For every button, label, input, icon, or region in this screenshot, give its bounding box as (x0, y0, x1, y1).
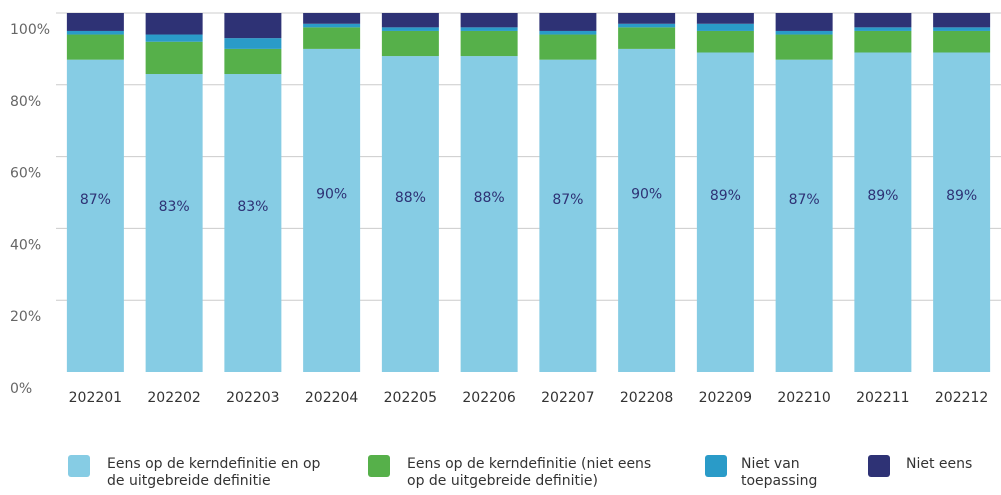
y-tick-label: 20% (10, 309, 41, 325)
x-tick-label: 202201 (69, 390, 122, 406)
bar-segment (539, 13, 597, 31)
bar-segment (224, 74, 282, 372)
bar-segment (460, 27, 518, 31)
bar-segment (66, 13, 124, 31)
x-tick-label: 202205 (384, 390, 437, 406)
bar-segment (381, 13, 439, 28)
bar-segment (303, 13, 361, 24)
bar-segment (303, 27, 361, 49)
x-tick-label: 202211 (856, 390, 909, 406)
y-tick-label: 0% (10, 381, 32, 397)
bar-segment (145, 13, 203, 35)
y-tick-label: 80% (10, 94, 41, 110)
bar-segment (618, 27, 676, 49)
bar-segment (775, 13, 833, 31)
bar-segment (618, 48, 676, 373)
bar-segment (66, 30, 124, 35)
bar-segment (224, 13, 282, 39)
bar-segment (224, 38, 282, 49)
bar-segment (381, 27, 439, 31)
x-tick-label: 202204 (305, 390, 359, 406)
y-tick-label: 40% (10, 237, 41, 253)
y-tick-label: 60% (10, 166, 41, 182)
bar-segment (539, 30, 597, 35)
bar-segment (696, 13, 754, 24)
bar-segment (381, 56, 439, 373)
bar-segment (303, 23, 361, 28)
bar-segment (618, 23, 676, 28)
bar-segment (224, 48, 282, 75)
bar-segment (696, 23, 754, 31)
data-label: 83% (237, 199, 268, 215)
data-label: 90% (316, 186, 347, 202)
bar-segment (460, 56, 518, 373)
x-tick-label: 202207 (541, 390, 594, 406)
bar-segment (775, 30, 833, 35)
data-label: 87% (80, 192, 111, 208)
data-label: 88% (395, 190, 426, 206)
bar-segment (854, 52, 912, 373)
data-label: 83% (159, 199, 190, 215)
legend-label: Niet eens (906, 456, 973, 472)
bar-segment (854, 13, 912, 28)
data-label: 89% (946, 188, 977, 204)
x-tick-label: 202208 (620, 390, 673, 406)
x-tick-label: 202209 (699, 390, 752, 406)
bar-segment (696, 52, 754, 373)
y-tick-label: 100% (10, 22, 50, 38)
bar-segment (933, 30, 991, 53)
bar-segment (145, 74, 203, 372)
legend-label: Eens op de kerndefinitie (niet eens op d… (407, 456, 652, 489)
bar-segment (460, 13, 518, 28)
bar-segment (933, 52, 991, 373)
x-tick-label: 202206 (462, 390, 516, 406)
bar-segment (854, 27, 912, 31)
data-label: 87% (789, 192, 820, 208)
bar-segment (303, 48, 361, 373)
x-tick-label: 202212 (935, 390, 988, 406)
bar-segment (775, 59, 833, 373)
legend-label: Niet van toepassing (741, 456, 818, 489)
data-label: 88% (474, 190, 505, 206)
bar-segment (145, 41, 203, 75)
x-tick-label: 202210 (777, 390, 830, 406)
bar-segment (66, 34, 124, 60)
bar-segment (381, 30, 439, 57)
data-label: 90% (631, 186, 662, 202)
data-label: 89% (710, 188, 741, 204)
data-label: 89% (867, 188, 898, 204)
legend-swatch (868, 455, 890, 477)
bar-segment (145, 34, 203, 42)
bar-segment (539, 59, 597, 373)
bar-segment (775, 34, 833, 60)
bar-segment (854, 30, 912, 53)
legend-swatch (368, 455, 390, 477)
x-tick-label: 202202 (147, 390, 200, 406)
bar-segment (460, 30, 518, 57)
chart: 0% 20% 40% 60% 80% 100% 202201 87% 202202 83% 2022… (10, 12, 1001, 406)
legend-label: Eens op de kerndefinitie en op de uitgeb… (107, 456, 321, 489)
bar-segment (618, 13, 676, 24)
x-tick-label: 202203 (226, 390, 279, 406)
bar-segment (696, 30, 754, 53)
bar-segment (539, 34, 597, 60)
legend-swatch (705, 455, 727, 477)
bar-segment (933, 13, 991, 28)
legend-swatch (68, 455, 90, 477)
bar-segment (66, 59, 124, 373)
data-label: 87% (552, 192, 583, 208)
bar-segment (933, 27, 991, 31)
